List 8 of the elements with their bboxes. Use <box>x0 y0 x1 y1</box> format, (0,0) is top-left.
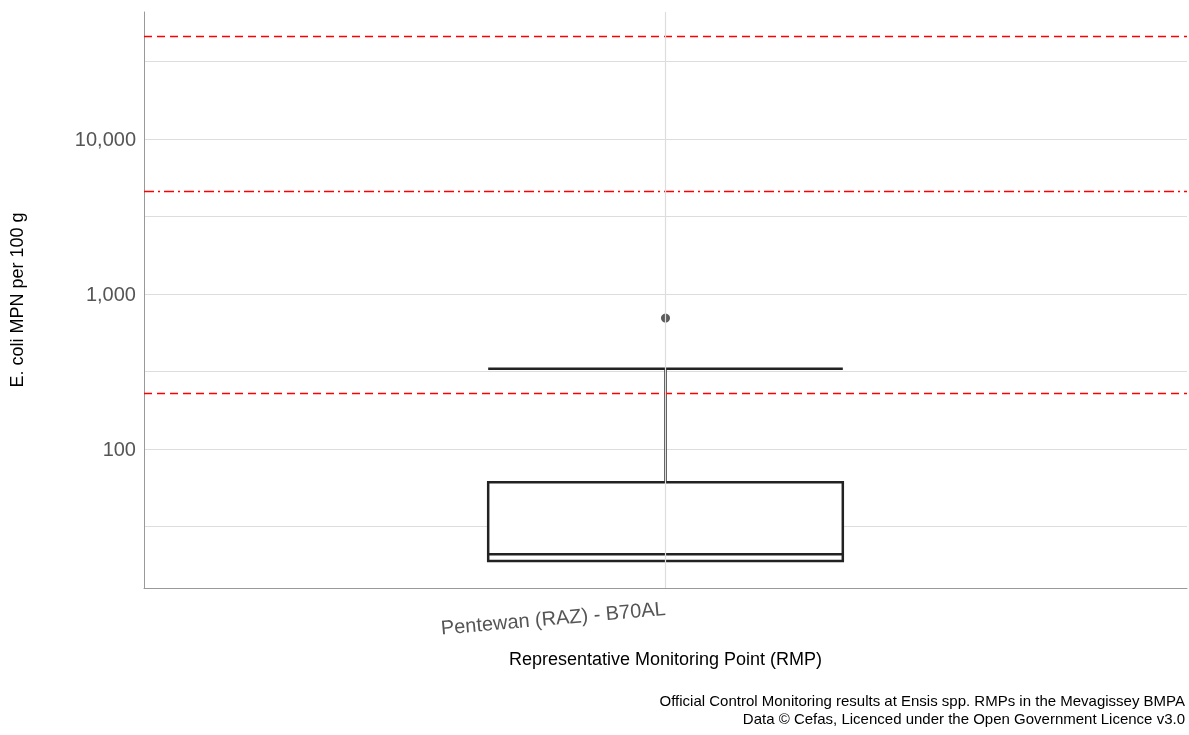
x-tick-label: Pentewan (RAZ) - B70AL <box>439 597 667 639</box>
y-axis-title: E. coli MPN per 100 g <box>7 212 27 388</box>
text: Official Control Monitoring results at Ensis spp. RMPs in the Mevagissey BMPA <box>659 692 1185 710</box>
y-tick-label: 1,000 <box>85 283 136 306</box>
y-tick-label: 100 <box>102 438 136 461</box>
x-axis-title: Representative Monitoring Point (RMP) <box>508 649 823 669</box>
y-tick-label: 10,000 <box>74 128 136 151</box>
text: Data © Cefas, Licenced under the Open Government Licence v3.0 <box>741 710 1185 728</box>
